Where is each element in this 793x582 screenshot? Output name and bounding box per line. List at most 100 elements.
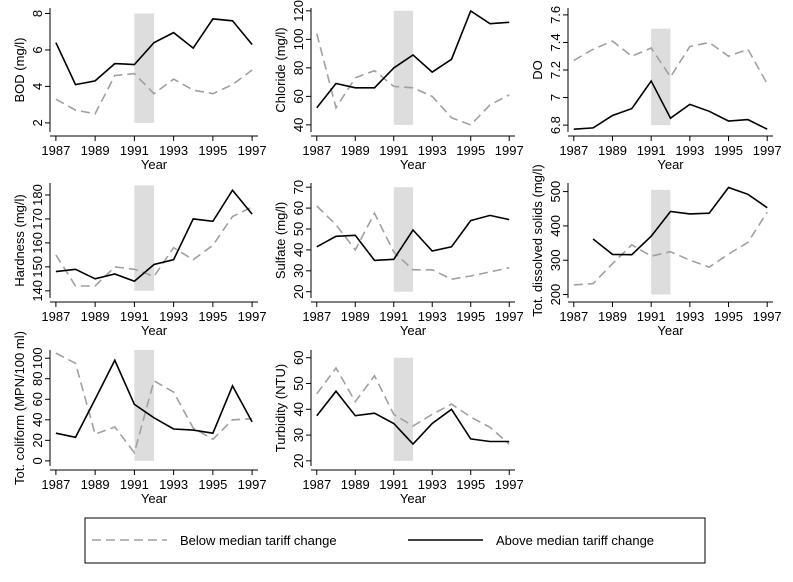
series-line — [55, 18, 253, 86]
x-tick-label: 1987 — [41, 309, 70, 324]
series-line — [55, 69, 253, 115]
shaded-period — [393, 10, 413, 125]
y-tick-label: 100 — [30, 347, 45, 369]
x-tick-label: 1989 — [81, 477, 110, 492]
y-tick-label: 60 — [291, 201, 306, 215]
y-tick-label: 80 — [291, 61, 306, 75]
shaded-period — [134, 185, 154, 291]
x-axis-label: Year — [657, 323, 684, 338]
shaded-period — [651, 189, 671, 295]
x-axis-label: Year — [400, 491, 427, 506]
y-tick-label: 40 — [291, 243, 306, 257]
x-tick-label: 1995 — [714, 309, 743, 324]
y-tick-label: 30 — [291, 264, 306, 278]
x-axis-label: Year — [141, 323, 168, 338]
x-tick-label: 1991 — [637, 309, 666, 324]
y-tick-label: 180 — [30, 184, 45, 206]
x-axis-label: Year — [141, 491, 168, 506]
y-tick-label: 7.6 — [548, 6, 563, 24]
y-tick-label: 30 — [291, 428, 306, 442]
y-tick-label: 100 — [291, 29, 306, 51]
x-tick-label: 1989 — [341, 477, 370, 492]
y-tick-label: 60 — [291, 89, 306, 103]
x-tick-label: 1991 — [379, 477, 408, 492]
y-axis-label: Tot. dissolved solids (mg/l) — [530, 164, 545, 316]
x-tick-label: 1993 — [159, 143, 188, 158]
x-tick-label: 1991 — [120, 309, 149, 324]
y-tick-label: 40 — [291, 402, 306, 416]
x-tick-label: 1995 — [198, 309, 227, 324]
x-tick-label: 1987 — [559, 309, 588, 324]
x-tick-label: 1995 — [714, 143, 743, 158]
x-tick-label: 1997 — [495, 477, 524, 492]
y-tick-label: 8 — [30, 10, 45, 17]
series-line — [592, 186, 768, 256]
y-tick-label: 60 — [291, 350, 306, 364]
series-line — [316, 9, 510, 109]
x-tick-label: 1987 — [302, 309, 331, 324]
shaded-period — [393, 187, 413, 292]
x-tick-label: 1991 — [120, 477, 149, 492]
y-tick-label: 200 — [548, 284, 563, 306]
y-tick-label: 300 — [548, 249, 563, 271]
x-tick-label: 1991 — [379, 309, 408, 324]
series-line — [316, 389, 510, 446]
y-tick-label: 80 — [30, 372, 45, 386]
x-tick-label: 1991 — [379, 143, 408, 158]
series-line — [316, 366, 510, 445]
y-tick-label: 120 — [291, 0, 306, 22]
x-tick-label: 1989 — [81, 309, 110, 324]
y-tick-label: 500 — [548, 181, 563, 203]
x-axis-label: Year — [400, 323, 427, 338]
y-tick-label: 170 — [30, 208, 45, 230]
y-tick-label: 60 — [30, 392, 45, 406]
y-tick-label: 2 — [30, 119, 45, 126]
y-tick-label: 70 — [291, 180, 306, 194]
y-tick-label: 140 — [30, 280, 45, 302]
legend-label: Below median tariff change — [180, 533, 337, 548]
x-tick-label: 1991 — [637, 143, 666, 158]
y-tick-label: 0 — [30, 457, 45, 464]
y-axis-label: Sulfate (mg/l) — [273, 202, 288, 279]
series-line — [316, 214, 510, 262]
series-line — [55, 206, 253, 287]
x-tick-label: 1997 — [753, 143, 782, 158]
x-tick-label: 1997 — [753, 309, 782, 324]
legend-box — [84, 517, 706, 564]
x-tick-label: 1997 — [238, 309, 267, 324]
x-tick-label: 1997 — [495, 143, 524, 158]
x-tick-label: 1987 — [302, 143, 331, 158]
y-tick-label: 40 — [291, 118, 306, 132]
series-line — [573, 40, 768, 85]
shaded-period — [393, 357, 413, 461]
x-tick-label: 1993 — [159, 477, 188, 492]
x-tick-label: 1993 — [418, 309, 447, 324]
y-tick-label: 7.2 — [548, 61, 563, 79]
series-line — [316, 205, 510, 281]
y-tick-label: 20 — [30, 433, 45, 447]
x-tick-label: 1995 — [198, 477, 227, 492]
series-line — [55, 188, 253, 283]
series-line — [55, 358, 253, 439]
x-tick-label: 1997 — [238, 143, 267, 158]
x-tick-label: 1987 — [302, 477, 331, 492]
series-line — [573, 79, 768, 130]
x-tick-label: 1989 — [341, 143, 370, 158]
x-tick-label: 1991 — [120, 143, 149, 158]
x-axis-label: Year — [400, 157, 427, 172]
x-tick-label: 1993 — [159, 309, 188, 324]
x-tick-label: 1997 — [495, 309, 524, 324]
y-tick-label: 7.4 — [548, 33, 563, 51]
x-tick-label: 1993 — [418, 143, 447, 158]
x-tick-label: 1995 — [456, 309, 485, 324]
x-tick-label: 1989 — [598, 309, 627, 324]
y-tick-label: 50 — [291, 376, 306, 390]
y-tick-label: 160 — [30, 232, 45, 254]
y-axis-label: BOD (mg/l) — [12, 38, 27, 103]
shaded-period — [134, 13, 154, 123]
x-tick-label: 1987 — [41, 143, 70, 158]
y-tick-label: 40 — [30, 413, 45, 427]
x-tick-label: 1989 — [81, 143, 110, 158]
